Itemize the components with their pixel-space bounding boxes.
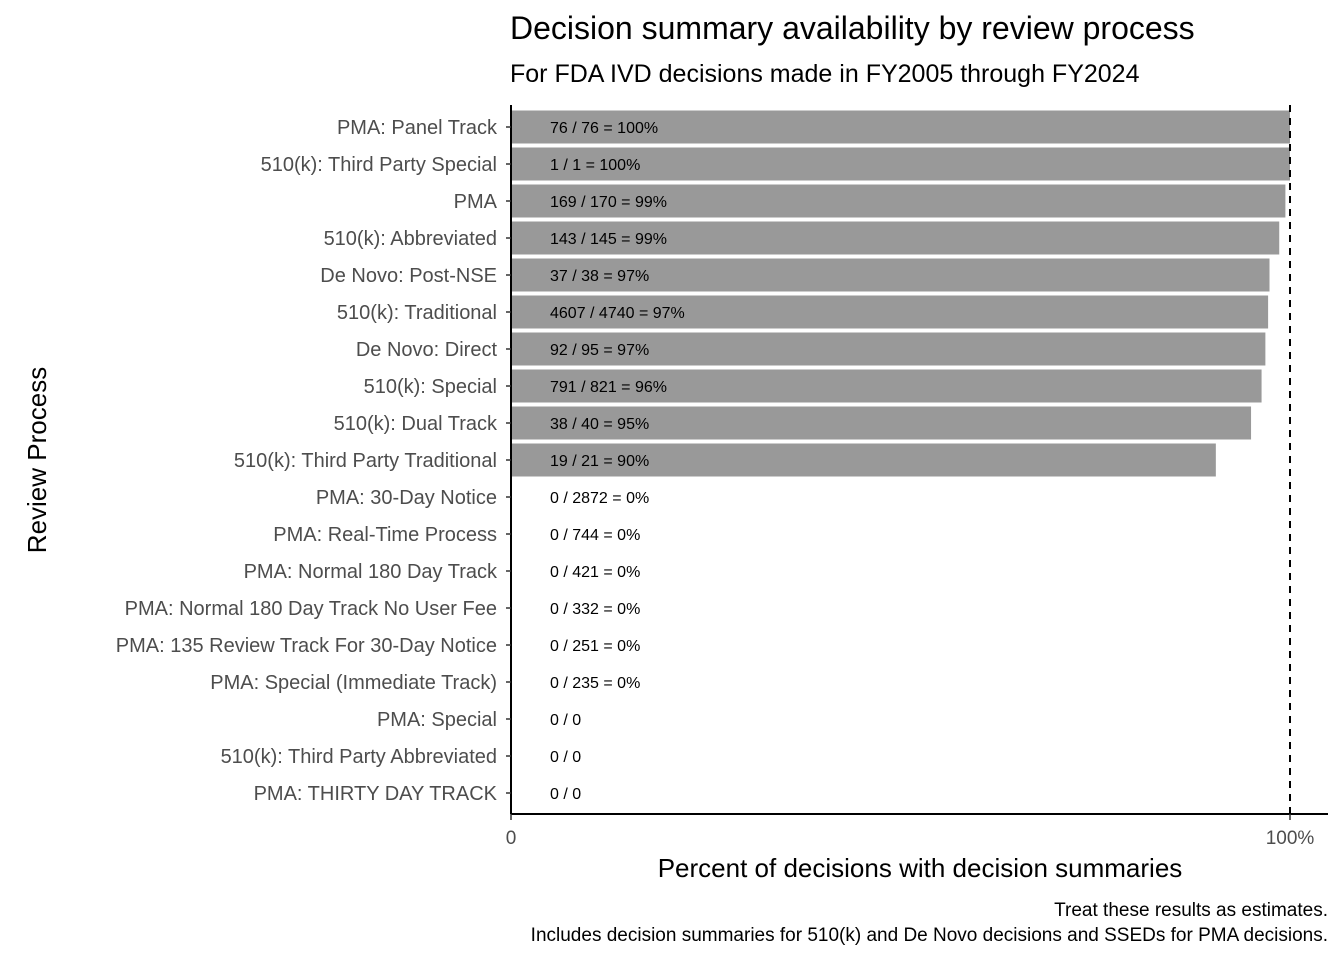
bar-value-label: 0 / 744 = 0% bbox=[550, 527, 640, 544]
y-tick-label: PMA: Panel Track bbox=[337, 117, 498, 139]
y-tick-label: PMA: 135 Review Track For 30-Day Notice bbox=[116, 635, 497, 657]
bar-value-label: 791 / 821 = 96% bbox=[550, 379, 667, 396]
y-tick-label: PMA: THIRTY DAY TRACK bbox=[254, 783, 498, 805]
y-tick-layer: PMA: Panel Track 510(k): Third Party Spec… bbox=[116, 117, 511, 805]
bar-value-label: 0 / 0 bbox=[550, 712, 581, 729]
bar bbox=[511, 295, 1269, 329]
bar-value-label: 0 / 235 = 0% bbox=[550, 675, 640, 692]
y-tick-label: PMA: Special (Immediate Track) bbox=[210, 672, 497, 694]
y-tick-label: 510(k): Special bbox=[364, 376, 497, 398]
y-tick-label: PMA: Real-Time Process bbox=[273, 524, 497, 546]
y-tick-label: 510(k): Abbreviated bbox=[324, 228, 497, 250]
y-tick-label: 510(k): Third Party Special bbox=[261, 154, 497, 176]
bar bbox=[511, 332, 1266, 366]
bar bbox=[511, 443, 1216, 477]
y-tick-label: PMA: Normal 180 Day Track bbox=[244, 561, 498, 583]
bar-value-label: 4607 / 4740 = 97% bbox=[550, 305, 685, 322]
bar-label-layer: 76 / 76 = 100% 1 / 1 = 100% 169 / 170 = 99… bbox=[550, 120, 685, 803]
y-tick-label: PMA bbox=[454, 191, 498, 213]
bar-value-label: 0 / 0 bbox=[550, 786, 581, 803]
y-axis-title: Review Process bbox=[22, 367, 52, 553]
bar-value-label: 143 / 145 = 99% bbox=[550, 231, 667, 248]
bar bbox=[511, 258, 1270, 292]
y-tick-label: PMA: Normal 180 Day Track No User Fee bbox=[125, 598, 497, 620]
bar bbox=[511, 406, 1252, 440]
bar bbox=[511, 147, 1290, 181]
bar-value-label: 0 / 421 = 0% bbox=[550, 564, 640, 581]
caption-line-1: Treat these results as estimates. bbox=[1054, 900, 1328, 921]
bar-value-label: 38 / 40 = 95% bbox=[550, 416, 649, 433]
y-tick-label: PMA: 30-Day Notice bbox=[316, 487, 497, 509]
y-tick-label: 510(k): Dual Track bbox=[334, 413, 498, 435]
x-axis-title: Percent of decisions with decision summa… bbox=[658, 853, 1183, 883]
bar bbox=[511, 184, 1286, 218]
bar-value-label: 0 / 251 = 0% bbox=[550, 638, 640, 655]
y-tick-label: 510(k): Third Party Traditional bbox=[234, 450, 497, 472]
chart-title: Decision summary availability by review … bbox=[510, 10, 1195, 46]
bar-value-label: 1 / 1 = 100% bbox=[550, 157, 640, 174]
bar-value-label: 0 / 332 = 0% bbox=[550, 601, 640, 618]
y-tick-label: 510(k): Third Party Abbreviated bbox=[221, 746, 497, 768]
bar bbox=[511, 110, 1290, 144]
y-tick-label: De Novo: Direct bbox=[356, 339, 498, 361]
chart-subtitle: For FDA IVD decisions made in FY2005 thr… bbox=[510, 60, 1140, 88]
bars-layer bbox=[511, 110, 1290, 477]
x-tick-layer: 0 100% bbox=[506, 814, 1315, 849]
y-tick-label: PMA: Special bbox=[377, 709, 497, 731]
y-tick-label: 510(k): Traditional bbox=[337, 302, 497, 324]
bar-value-label: 76 / 76 = 100% bbox=[550, 120, 658, 137]
bar-value-label: 92 / 95 = 97% bbox=[550, 342, 649, 359]
bar-value-label: 169 / 170 = 99% bbox=[550, 194, 667, 211]
x-tick-label: 100% bbox=[1266, 828, 1315, 849]
bar-value-label: 19 / 21 = 90% bbox=[550, 453, 649, 470]
bar-value-label: 0 / 0 bbox=[550, 749, 581, 766]
x-tick-label: 0 bbox=[506, 828, 517, 849]
bar-value-label: 37 / 38 = 97% bbox=[550, 268, 649, 285]
bar bbox=[511, 221, 1280, 255]
caption-line-2: Includes decision summaries for 510(k) a… bbox=[531, 925, 1328, 946]
y-tick-label: De Novo: Post-NSE bbox=[320, 265, 497, 287]
bar-value-label: 0 / 2872 = 0% bbox=[550, 490, 649, 507]
bar bbox=[511, 369, 1262, 403]
